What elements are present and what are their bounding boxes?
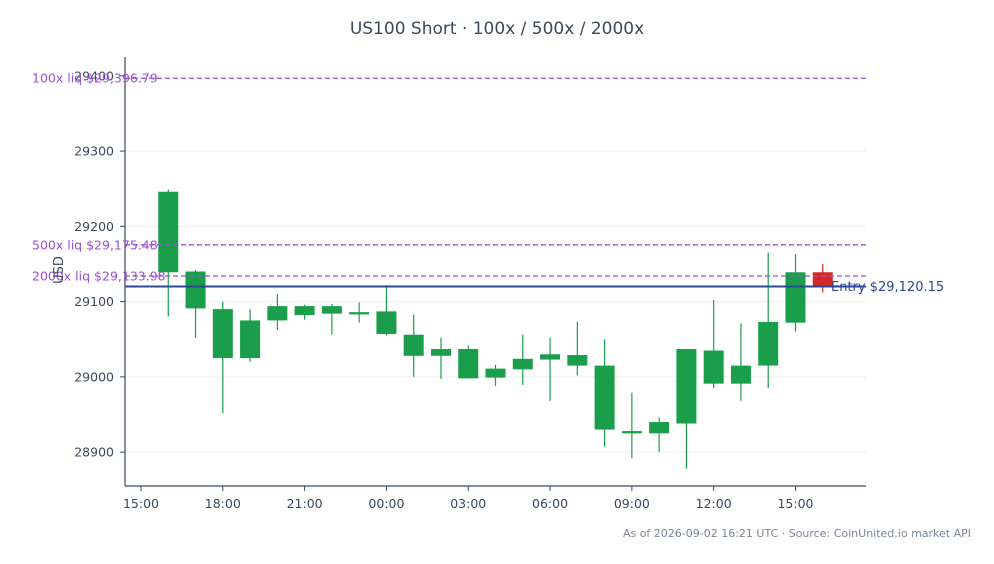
candle-body: [240, 320, 261, 359]
candle: [540, 337, 561, 401]
candle: [758, 252, 779, 389]
candle: [676, 349, 697, 469]
candle-body: [785, 272, 806, 323]
liquidation-label: 100x liq $29,396.79: [32, 71, 158, 86]
candle-body: [512, 358, 533, 370]
y-tick-label: 29200: [74, 219, 114, 234]
liquidation-label: 2000x liq $29,133.98: [32, 269, 166, 284]
candle: [267, 294, 288, 331]
candle-body: [594, 365, 615, 430]
candle: [785, 254, 806, 332]
x-tick-label: 09:00: [614, 496, 650, 511]
candle-layer: [158, 189, 833, 469]
candle-body: [812, 272, 833, 287]
x-tick-label: 15:00: [777, 496, 813, 511]
candle-body: [758, 321, 779, 366]
candle: [458, 345, 479, 379]
x-tick-label: 00:00: [368, 496, 404, 511]
candle-body: [158, 191, 179, 273]
candle: [649, 417, 670, 453]
candle: [212, 301, 233, 413]
candle-body: [703, 350, 724, 384]
candle: [294, 304, 315, 320]
candle-body: [458, 349, 479, 379]
candle-body: [485, 368, 506, 378]
candle: [349, 302, 370, 323]
y-axis-label: USD: [52, 256, 67, 284]
candle: [594, 339, 615, 447]
candle-body: [185, 271, 206, 309]
x-tick-label: 21:00: [287, 496, 323, 511]
entry-label: Entry $29,120.15: [831, 280, 944, 295]
candle-body: [349, 312, 370, 315]
candle: [485, 364, 506, 386]
candle-body: [621, 431, 642, 434]
candle-body: [649, 422, 670, 434]
x-tick-label: 03:00: [450, 496, 486, 511]
candle-body: [540, 354, 561, 360]
x-tick-label: 06:00: [532, 496, 568, 511]
x-tick-label: 12:00: [696, 496, 732, 511]
y-tick-label: 29100: [74, 294, 114, 309]
candle-body: [730, 365, 751, 384]
reference-lines: 100x liq $29,396.79 500x liq $29,175.48 20…: [32, 71, 944, 295]
candle: [158, 189, 179, 317]
candle: [621, 392, 642, 459]
y-tick-label: 29000: [74, 369, 114, 384]
candle-body: [567, 355, 588, 366]
candle-body: [430, 349, 451, 356]
candle: [321, 303, 342, 335]
x-tick-label: 18:00: [205, 496, 241, 511]
candle: [730, 323, 751, 401]
x-tick-label: 15:00: [123, 496, 159, 511]
candle: [703, 300, 724, 389]
chart-title: US100 Short · 100x / 500x / 2000x: [349, 19, 645, 39]
y-tick-label: 29400: [74, 68, 114, 83]
candle: [185, 269, 206, 338]
candle-body: [321, 306, 342, 314]
candle: [430, 337, 451, 380]
liquidation-label: 500x liq $29,175.48: [32, 237, 158, 252]
candle: [403, 314, 424, 377]
candle: [512, 334, 533, 386]
source-footnote: As of 2026-09-02 16:21 UTC · Source: Coi…: [622, 527, 971, 540]
candle: [240, 309, 261, 362]
candle-body: [294, 306, 315, 316]
candle-body: [376, 311, 397, 334]
y-tick-label: 28900: [74, 445, 114, 460]
candle-body: [212, 309, 233, 359]
candle-body: [403, 334, 424, 356]
candle: [812, 263, 833, 293]
candle: [567, 321, 588, 376]
axes-layer: 28900 29000 29100 29200 29300 29400 15:00 18:00…: [74, 57, 866, 511]
candle-body: [267, 306, 288, 321]
candle: [376, 285, 397, 336]
y-tick-label: 29300: [74, 144, 114, 159]
candle-body: [676, 349, 697, 424]
grid-layer: [125, 75, 866, 453]
